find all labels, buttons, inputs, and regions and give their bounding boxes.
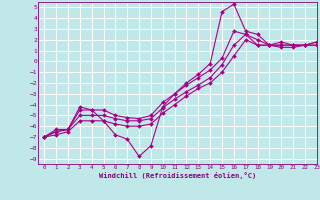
- X-axis label: Windchill (Refroidissement éolien,°C): Windchill (Refroidissement éolien,°C): [99, 172, 256, 179]
